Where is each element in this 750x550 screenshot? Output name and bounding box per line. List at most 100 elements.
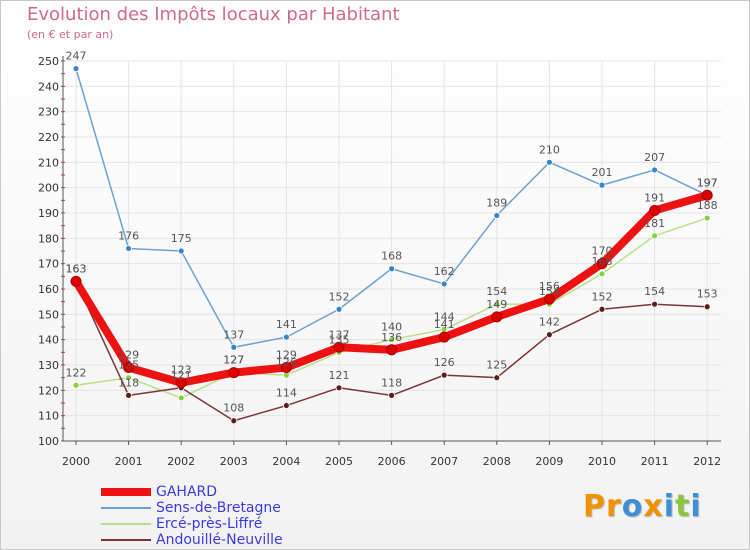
data-label-gahard: 149 [486, 298, 507, 311]
data-point-andouille-neuville [440, 371, 448, 379]
x-tick-label: 2007 [430, 455, 458, 468]
data-point-sens-de-bretagne [72, 65, 80, 72]
legend-label-sens-de-bretagne: Sens-de-Bretagne [156, 500, 281, 516]
data-label-erce-pres-liffre: 122 [66, 366, 87, 379]
logo-letter: P [583, 489, 606, 524]
data-label-erce-pres-liffre: 166 [592, 255, 613, 268]
data-label-andouille-neuville: 114 [276, 387, 297, 400]
data-label-erce-pres-liffre: 127 [223, 354, 244, 367]
data-point-gahard [175, 377, 187, 389]
data-label-gahard: 197 [697, 176, 718, 189]
logo-letter: r [606, 489, 622, 524]
logo-letter: t [675, 489, 691, 524]
data-label-sens-de-bretagne: 247 [66, 50, 87, 63]
data-point-sens-de-bretagne [598, 181, 606, 189]
data-label-erce-pres-liffre: 135 [329, 333, 350, 346]
data-point-andouille-neuville [335, 384, 343, 392]
data-point-gahard [649, 204, 661, 216]
data-label-sens-de-bretagne: 137 [223, 328, 244, 341]
legend-item-gahard: GAHARD [101, 484, 361, 501]
data-point-andouille-neuville [125, 391, 132, 399]
data-point-sens-de-bretagne [493, 212, 501, 219]
y-tick-label: 120 [38, 384, 59, 397]
y-tick-label: 130 [38, 359, 59, 372]
data-label-sens-de-bretagne: 197 [697, 176, 718, 189]
data-label-erce-pres-liffre: 181 [644, 217, 665, 230]
legend-label-gahard: GAHARD [156, 484, 218, 500]
data-point-andouille-neuville [598, 305, 606, 313]
data-label-gahard: 156 [539, 280, 560, 293]
data-label-andouille-neuville: 153 [697, 288, 718, 301]
legend-swatch-sens-de-bretagne [101, 507, 151, 509]
y-tick-label: 240 [38, 80, 59, 93]
data-label-sens-de-bretagne: 201 [592, 166, 613, 179]
x-tick-label: 2002 [167, 455, 195, 468]
data-label-sens-de-bretagne: 210 [539, 143, 560, 156]
x-tick-label: 2001 [115, 455, 143, 468]
data-label-gahard: 137 [329, 328, 350, 341]
data-point-gahard [70, 275, 82, 287]
data-point-gahard [438, 331, 450, 343]
data-point-andouille-neuville [493, 374, 501, 382]
chart-legend: GAHARD Sens-de-Bretagne Ercé-près-Liffré… [101, 484, 361, 549]
data-label-gahard: 129 [118, 349, 139, 362]
data-point-erce-pres-liffre [651, 232, 658, 240]
y-tick-label: 150 [38, 308, 59, 321]
x-tick-label: 2004 [272, 455, 300, 468]
data-label-andouille-neuville: 126 [434, 356, 455, 369]
data-point-sens-de-bretagne [651, 166, 658, 174]
proxiti-logo: Proxiti [583, 489, 702, 524]
data-point-gahard [386, 344, 398, 356]
data-label-sens-de-bretagne: 162 [434, 265, 455, 278]
data-label-gahard: 136 [381, 331, 402, 344]
data-label-andouille-neuville: 142 [539, 316, 560, 329]
x-tick-label: 2005 [325, 455, 353, 468]
data-label-andouille-neuville: 121 [329, 369, 350, 382]
data-label-sens-de-bretagne: 175 [171, 232, 192, 245]
data-point-andouille-neuville [388, 391, 396, 399]
data-point-andouille-neuville [546, 331, 553, 339]
legend-swatch-andouille-neuville [101, 539, 151, 541]
legend-swatch-gahard [101, 488, 151, 496]
data-label-gahard: 141 [434, 318, 455, 331]
data-label-andouille-neuville: 152 [592, 290, 613, 303]
data-label-erce-pres-liffre: 125 [118, 359, 139, 372]
legend-item-andouille-neuville: Andouillé-Neuville [101, 532, 361, 549]
data-point-gahard [280, 362, 292, 374]
data-label-erce-pres-liffre: 188 [697, 199, 718, 212]
data-point-andouille-neuville [651, 300, 658, 308]
data-label-sens-de-bretagne: 141 [276, 318, 297, 331]
data-label-andouille-neuville: 154 [644, 285, 665, 298]
data-point-erce-pres-liffre [703, 214, 711, 222]
y-tick-label: 170 [38, 258, 59, 271]
y-tick-label: 190 [38, 207, 59, 220]
data-point-erce-pres-liffre [72, 381, 80, 389]
chart-title: Evolution des Impôts locaux par Habitant [27, 4, 400, 25]
y-tick-label: 160 [38, 283, 59, 296]
data-point-erce-pres-liffre [177, 394, 185, 402]
data-point-sens-de-bretagne [230, 343, 238, 351]
x-tick-label: 2011 [641, 455, 669, 468]
legend-item-erce-pres-liffre: Ercé-près-Liffré [101, 516, 361, 533]
data-label-gahard: 163 [66, 262, 87, 275]
data-point-gahard [491, 311, 503, 323]
y-tick-label: 220 [38, 131, 59, 144]
x-tick-label: 2000 [62, 455, 90, 468]
data-point-sens-de-bretagne [335, 305, 343, 313]
data-label-sens-de-bretagne: 207 [644, 151, 665, 164]
data-label-erce-pres-liffre: 144 [434, 311, 455, 324]
data-label-andouille-neuville: 121 [171, 369, 192, 382]
data-label-andouille-neuville: 108 [223, 402, 244, 415]
data-label-sens-de-bretagne: 189 [486, 197, 507, 210]
data-point-erce-pres-liffre [125, 374, 132, 382]
data-point-andouille-neuville [282, 402, 290, 409]
data-point-gahard [333, 341, 345, 353]
y-tick-label: 250 [38, 55, 59, 68]
data-label-erce-pres-liffre: 140 [381, 321, 402, 334]
x-tick-label: 2008 [483, 455, 511, 468]
y-tick-label: 210 [38, 156, 59, 169]
data-label-erce-pres-liffre: 154 [486, 285, 507, 298]
data-point-gahard [228, 367, 240, 379]
x-tick-label: 2003 [220, 455, 248, 468]
